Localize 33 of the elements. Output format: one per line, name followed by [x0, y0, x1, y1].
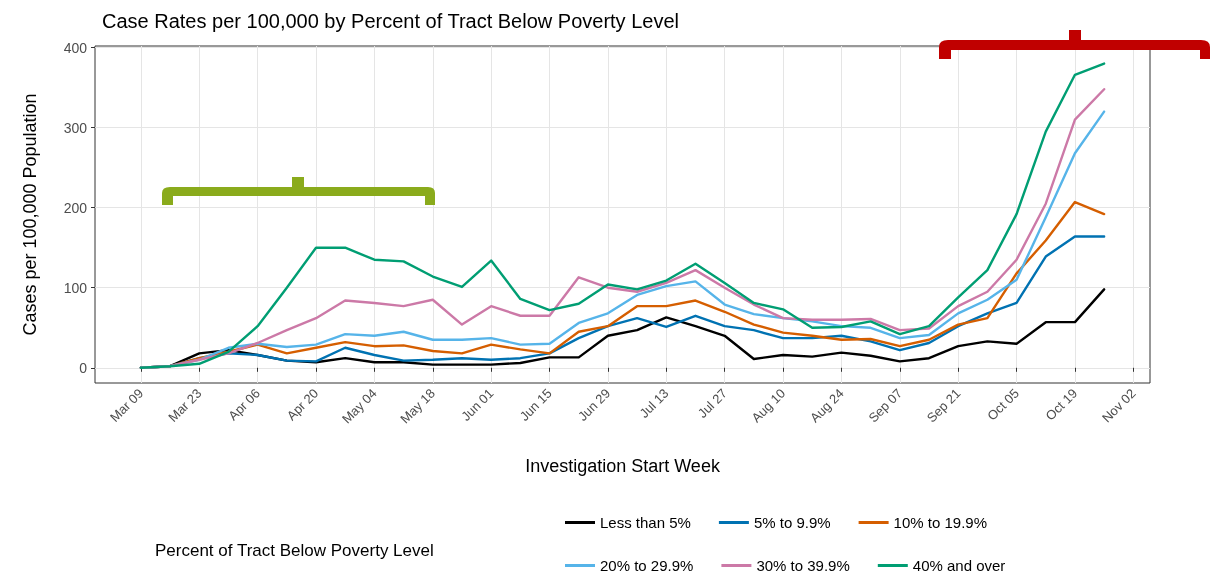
x-tick-label: Mar 09	[106, 385, 147, 425]
x-axis-title: Investigation Start Week	[525, 456, 721, 476]
y-tick-label: 0	[79, 359, 88, 376]
x-tick-label: Jun 01	[458, 385, 497, 424]
chart-title: Case Rates per 100,000 by Percent of Tract Below Poverty Level	[102, 10, 679, 32]
legend-label: 20% to 29.9%	[600, 557, 694, 574]
x-tick-label: Jul 27	[694, 385, 730, 421]
x-tick-label: Sep 21	[923, 385, 964, 426]
legend-label: 40% and over	[912, 557, 1006, 574]
y-axis-title: Cases per 100,000 Population	[20, 93, 40, 336]
legend-label: Less than 5%	[600, 514, 691, 531]
x-tick-label: Jun 29	[575, 385, 614, 424]
x-tick-label: Apr 06	[225, 385, 263, 424]
legend-title: Percent of Tract Below Poverty Level	[155, 541, 434, 560]
x-tick-label: Nov 02	[1098, 385, 1139, 426]
legend-label: 10% to 19.9%	[893, 514, 988, 531]
y-tick-label: 100	[63, 279, 88, 296]
y-tick-label: 300	[63, 119, 88, 136]
x-tick-label: May 18	[397, 385, 439, 427]
x-tick-label: Aug 24	[807, 385, 847, 426]
x-tick-label: Jul 13	[636, 385, 672, 421]
y-tick-label: 400	[63, 39, 88, 56]
x-tick-label: Jun 15	[516, 385, 555, 424]
x-tick-label: Mar 23	[165, 385, 205, 425]
legend-label: 30% to 39.9%	[756, 557, 850, 574]
x-tick-label: Oct 19	[1042, 385, 1081, 424]
y-tick-label: 200	[63, 199, 88, 216]
x-tick-label: Sep 07	[865, 385, 906, 426]
legend-label: 5% to 9.9%	[753, 514, 831, 531]
x-tick-label: Apr 20	[283, 385, 322, 424]
x-tick-label: Oct 05	[984, 385, 1022, 424]
x-tick-label: May 04	[338, 385, 380, 427]
x-tick-label: Aug 10	[748, 385, 789, 426]
